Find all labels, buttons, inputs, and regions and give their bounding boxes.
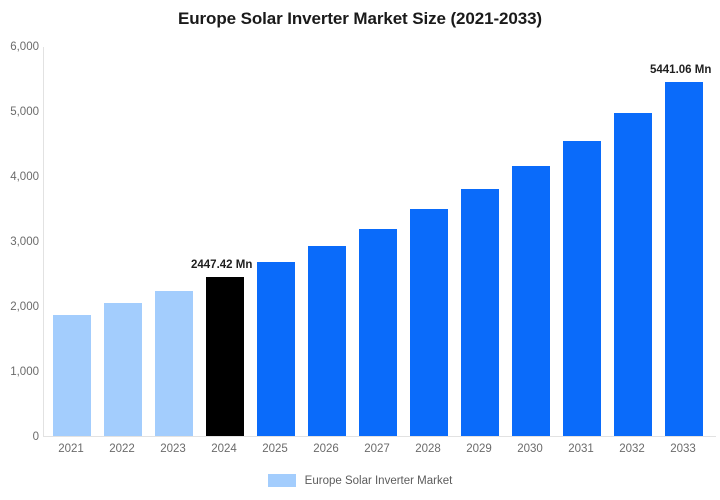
legend-swatch-europe-solar-inverter-market bbox=[267, 474, 296, 487]
bar-2022[interactable] bbox=[104, 303, 142, 436]
bar-2024[interactable] bbox=[206, 276, 244, 436]
bar-2031[interactable] bbox=[563, 141, 601, 436]
y-axis-tick-label: 5,000 bbox=[10, 106, 39, 118]
bar-value-label-2033: 5441.06 Mn bbox=[650, 64, 712, 77]
y-axis-tick-label: 1,000 bbox=[10, 366, 39, 378]
bar-2027[interactable] bbox=[359, 228, 397, 436]
plot-area bbox=[43, 47, 716, 437]
x-axis-tick-label-2032: 2032 bbox=[619, 443, 645, 455]
bar-2030[interactable] bbox=[512, 166, 550, 436]
x-axis-tick-label-2025: 2025 bbox=[262, 443, 288, 455]
y-axis-tick-label: 4,000 bbox=[10, 171, 39, 183]
bar-2029[interactable] bbox=[461, 189, 499, 436]
y-axis-tick-label: 3,000 bbox=[10, 236, 39, 248]
x-axis-tick-label-2028: 2028 bbox=[415, 443, 441, 455]
x-axis-tick-label-2022: 2022 bbox=[109, 443, 135, 455]
chart-title: Europe Solar Inverter Market Size (2021-… bbox=[178, 9, 542, 28]
bar-2026[interactable] bbox=[308, 246, 346, 436]
y-axis-tick-label: 6,000 bbox=[10, 41, 39, 53]
bar-2033[interactable] bbox=[665, 82, 703, 436]
bar-2023[interactable] bbox=[155, 291, 193, 436]
x-axis-tick-label-2030: 2030 bbox=[517, 443, 543, 455]
y-axis-tick-label: 0 bbox=[32, 431, 39, 443]
bar-2025[interactable] bbox=[257, 262, 295, 436]
bar-value-label-2024: 2447.42 Mn bbox=[191, 258, 253, 271]
bar-2021[interactable] bbox=[53, 314, 91, 436]
x-axis-tick-label-2033: 2033 bbox=[670, 443, 696, 455]
x-axis-tick-label-2027: 2027 bbox=[364, 443, 390, 455]
x-axis-tick-label-2029: 2029 bbox=[466, 443, 492, 455]
chart-legend: Europe Solar Inverter Market bbox=[0, 474, 720, 487]
x-axis-tick-label-2023: 2023 bbox=[160, 443, 186, 455]
x-axis-tick-label-2021: 2021 bbox=[58, 443, 84, 455]
bar-2028[interactable] bbox=[410, 209, 448, 436]
y-axis-tick-label: 2,000 bbox=[10, 301, 39, 313]
bar-2032[interactable] bbox=[614, 113, 652, 436]
x-axis-tick-label-2026: 2026 bbox=[313, 443, 339, 455]
x-axis-tick-label-2031: 2031 bbox=[568, 443, 594, 455]
legend-label-europe-solar-inverter-market: Europe Solar Inverter Market bbox=[304, 474, 453, 487]
x-axis-tick-label-2024: 2024 bbox=[211, 443, 237, 455]
